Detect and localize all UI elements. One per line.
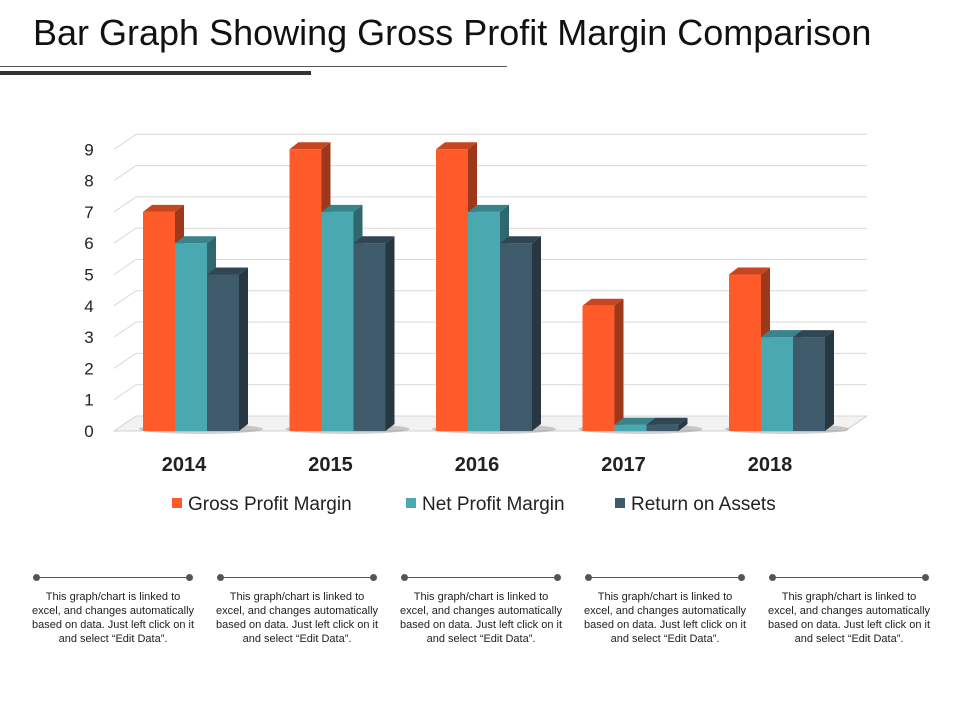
bar [207, 267, 248, 431]
legend-swatch [172, 498, 182, 508]
bar-front [175, 243, 207, 431]
bar-top [207, 267, 248, 275]
bar-front [143, 211, 175, 431]
note-text: This graph/chart is linked to excel, and… [767, 591, 931, 645]
y-tick-label: 1 [84, 391, 93, 410]
note-text: This graph/chart is linked to excel, and… [583, 591, 747, 645]
bar [582, 298, 624, 431]
y-tick-label: 5 [84, 266, 93, 285]
bar-side [614, 298, 624, 431]
bar-top [468, 204, 509, 212]
page-title: Bar Graph Showing Gross Profit Margin Co… [33, 12, 872, 53]
title-underline-thick [0, 71, 311, 75]
bar-front [646, 424, 679, 431]
note-line [404, 577, 558, 578]
bar-side [532, 236, 541, 431]
bar-top [289, 142, 331, 150]
bar-top [646, 417, 688, 425]
x-tick-label: 2018 [748, 454, 793, 476]
note-dot-right [554, 574, 561, 581]
gridline [113, 133, 867, 150]
bar-front [436, 149, 468, 432]
note-dot-left [585, 574, 592, 581]
bar-front [321, 211, 354, 431]
note-dot-left [401, 574, 408, 581]
bar-top [793, 330, 834, 338]
bar-front [207, 274, 239, 431]
bar-side [678, 417, 688, 431]
gridline [113, 165, 867, 182]
gridline [113, 290, 867, 307]
bar-top [761, 330, 802, 338]
x-tick-label: 2014 [162, 454, 207, 476]
y-tick-label: 2 [84, 359, 93, 378]
bar [500, 236, 541, 431]
gridline [113, 227, 867, 244]
legend-swatch [406, 498, 416, 508]
bar-front [353, 243, 386, 431]
bar-front [761, 337, 793, 431]
note-line [772, 577, 926, 578]
bar-top [143, 204, 184, 212]
note-dot-right [186, 574, 193, 581]
bar-top [436, 142, 477, 150]
bar-front [582, 305, 615, 431]
note-text: This graph/chart is linked to excel, and… [31, 591, 195, 645]
y-tick-label: 0 [84, 422, 93, 441]
y-tick-label: 4 [84, 297, 93, 316]
note-dot-left [217, 574, 224, 581]
x-tick-label: 2015 [308, 454, 353, 476]
note-dot-left [769, 574, 776, 581]
note-text: This graph/chart is linked to excel, and… [399, 591, 563, 645]
bar-top [175, 236, 216, 244]
bar [793, 330, 834, 431]
gridline [113, 259, 867, 275]
x-tick-label: 2017 [601, 454, 646, 476]
bar-front [793, 337, 825, 431]
bar-front [468, 211, 500, 431]
bar-side [239, 267, 248, 431]
y-tick-label: 9 [84, 140, 93, 159]
bar-top [729, 267, 770, 275]
x-tick-label: 2016 [455, 454, 500, 476]
note-dot-right [922, 574, 929, 581]
bar-top [353, 236, 395, 244]
gridline [113, 196, 867, 213]
notes-row: This graph/chart is linked to excel, and… [0, 570, 960, 680]
bar-top [614, 417, 656, 425]
title-underline-thin [0, 66, 507, 67]
note-line [220, 577, 374, 578]
legend-label: Return on Assets [631, 494, 776, 515]
bar-top [500, 236, 541, 244]
bar-front [614, 424, 647, 431]
bar [646, 417, 688, 431]
note-dot-right [370, 574, 377, 581]
bar [353, 236, 395, 431]
y-tick-label: 7 [84, 203, 93, 222]
note-text: This graph/chart is linked to excel, and… [215, 591, 379, 645]
note-line [588, 577, 742, 578]
note-line [36, 577, 190, 578]
legend-label: Gross Profit Margin [188, 494, 352, 515]
note-dot-left [33, 574, 40, 581]
bar-side [825, 330, 834, 431]
note-dot-right [738, 574, 745, 581]
bar-top [582, 298, 624, 306]
y-tick-label: 8 [84, 172, 93, 191]
y-tick-label: 3 [84, 328, 93, 347]
bar-side [385, 236, 395, 431]
legend-label: Net Profit Margin [422, 494, 565, 515]
bar-top [321, 204, 363, 212]
bar-front [289, 149, 322, 432]
bar-chart[interactable]: 0 1 2 3 4 5 6 7 8 9 2014 2015 2016 2017 2018 Gross Prof… [0, 0, 960, 560]
bar-front [500, 243, 532, 431]
y-tick-label: 6 [84, 234, 93, 253]
bar-front [729, 274, 761, 431]
legend-swatch [615, 498, 625, 508]
